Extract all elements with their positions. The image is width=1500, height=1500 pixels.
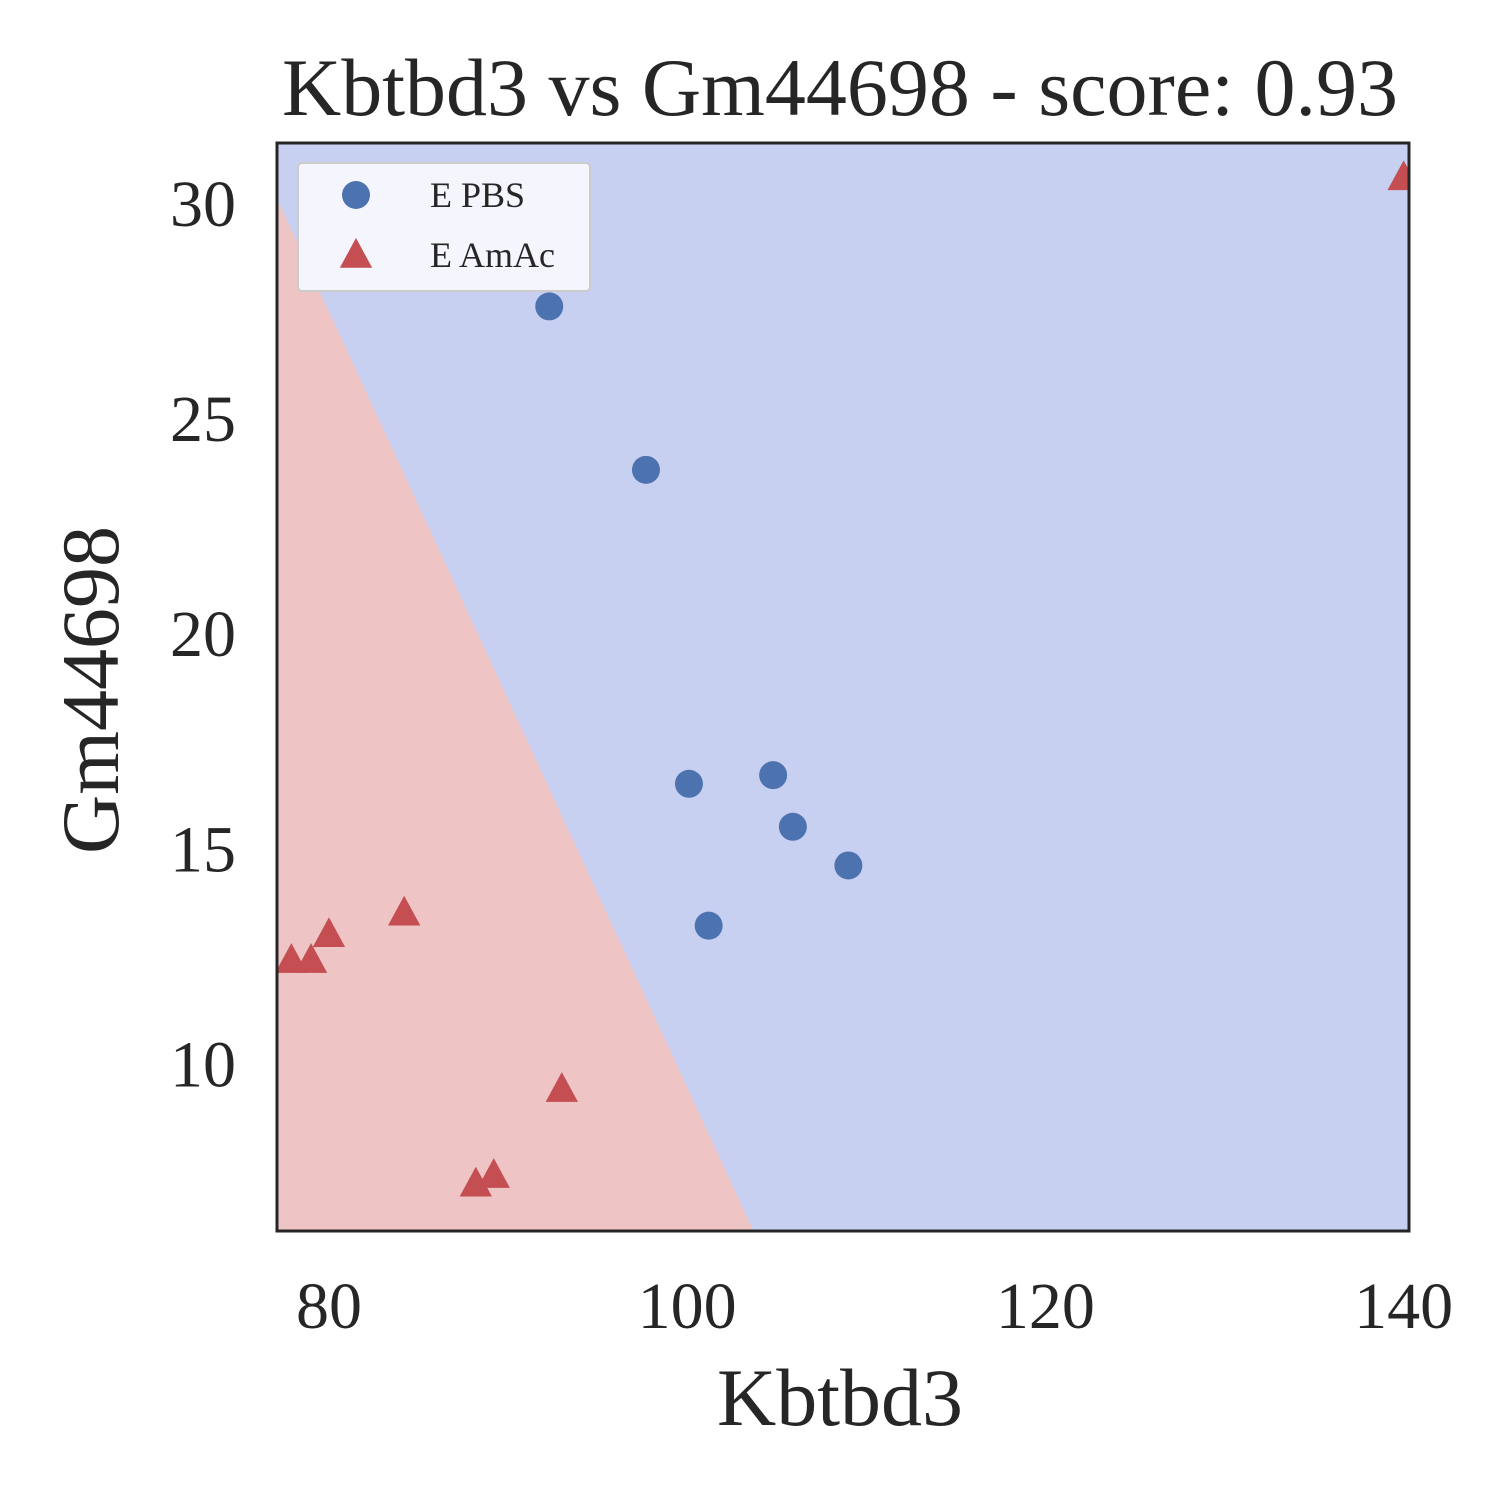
pbs-point-0 [535,292,564,321]
pbs-point-1 [631,455,660,484]
x-tick-label-2: 120 [996,1270,1095,1343]
x-tick-label-3: 140 [1354,1270,1453,1343]
decision-region-amac [277,198,754,1231]
x-tick-label-1: 100 [638,1270,737,1343]
legend-label-0: E PBS [430,175,525,215]
data-points [277,160,1409,1197]
y-tick-label-1: 15 [170,813,236,886]
amac-point-5 [545,1072,578,1102]
chart-title: Kbtbd3 vs Gm44698 - score: 0.93 [282,42,1398,133]
y-axis-ticks: 10 15 20 25 30 [170,168,236,1101]
amac-point-6 [459,1166,492,1197]
legend-box [297,162,591,292]
amac-point-7 [477,1158,510,1188]
plot-area [277,143,1409,1231]
y-tick-label-0: 10 [170,1028,236,1101]
y-tick-label-4: 30 [170,168,236,241]
amac-point-2 [312,917,346,948]
legend-label-1: E AmAc [430,235,555,275]
pbs-point-6 [834,851,863,880]
amac-point-1 [388,895,421,926]
y-tick-label-2: 20 [170,598,236,671]
amac-point-4 [294,943,328,973]
pbs-point-2 [674,769,703,798]
x-axis-ticks: 80 100 120 140 [296,1270,1453,1343]
y-tick-label-3: 25 [170,383,236,456]
amac-point-0 [1387,160,1409,191]
pbs-point-5 [694,911,723,940]
y-axis-label: Gm44698 [45,526,136,854]
pbs-point-3 [759,761,788,790]
legend-marker-1 [339,238,373,268]
x-tick-label-0: 80 [296,1270,362,1343]
legend: E PBS E AmAc [297,162,591,292]
pbs-point-4 [778,812,807,841]
plot-frame [275,141,1411,1233]
legend-marker-0 [342,181,370,209]
x-axis-label: Kbtbd3 [717,1352,963,1443]
